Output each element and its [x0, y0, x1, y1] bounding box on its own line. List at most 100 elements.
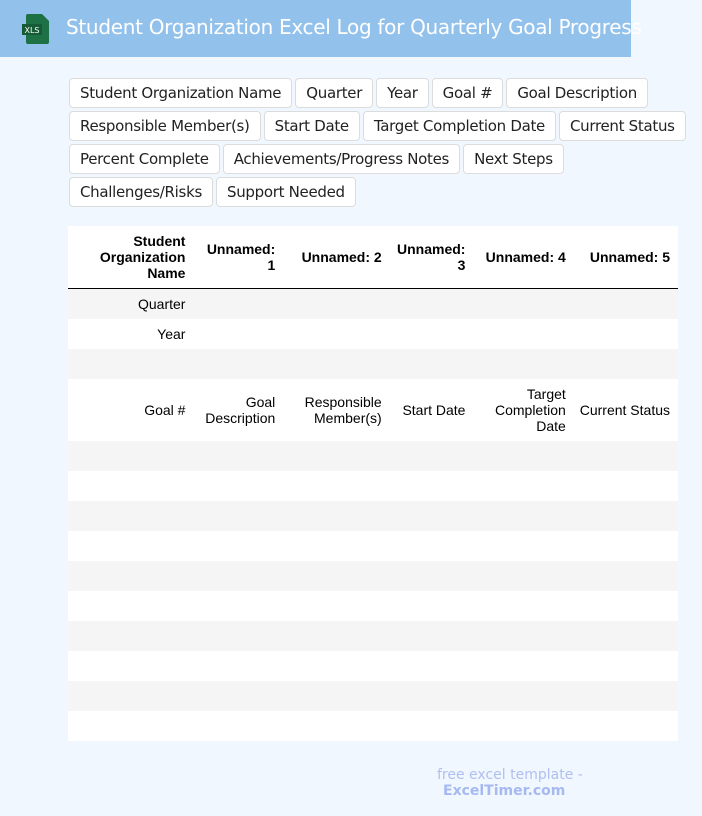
- table-cell: [193, 471, 283, 501]
- table-cell: [283, 319, 389, 349]
- table-row: 9: [68, 591, 678, 621]
- svg-text:XLS: XLS: [24, 26, 39, 35]
- column-tag[interactable]: Goal #: [431, 78, 504, 108]
- table-cell: [283, 501, 389, 531]
- table-cell: [574, 681, 678, 711]
- table-cell: [473, 501, 573, 531]
- table-cell: [574, 621, 678, 651]
- table-row: 4: [68, 441, 678, 471]
- column-tag[interactable]: Percent Complete: [69, 144, 220, 174]
- table-cell: [473, 531, 573, 561]
- column-tag[interactable]: Current Status: [558, 111, 686, 141]
- table-cell: [283, 561, 389, 591]
- table-cell: [283, 591, 389, 621]
- column-header: Unnamed: 1: [193, 226, 284, 289]
- data-table: Student Organization Name Unnamed: 1 Unnam…: [68, 226, 678, 741]
- table-cell: [193, 591, 283, 621]
- table-cell: [390, 591, 474, 621]
- table-cell: [193, 349, 283, 379]
- table-cell: [283, 471, 389, 501]
- table-row: 13: [68, 711, 678, 741]
- table-cell: Quarter: [137, 296, 186, 312]
- table-cell: [390, 501, 474, 531]
- column-tag[interactable]: Target Completion Date: [362, 111, 556, 141]
- table-cell: Target Completion Date: [494, 386, 566, 434]
- table-cell: [473, 711, 573, 741]
- table-cell: [574, 289, 678, 320]
- table-cell: [283, 289, 389, 320]
- table-cell: [193, 561, 283, 591]
- table-cell: [574, 349, 678, 379]
- column-tag[interactable]: Next Steps: [463, 144, 564, 174]
- table-cell: [69, 441, 194, 471]
- footer-credit: free excel template -ExcelTimer.com: [437, 767, 702, 799]
- column-tag[interactable]: Achievements/Progress Notes: [222, 144, 461, 174]
- table-cell: [283, 621, 389, 651]
- table-cell: [390, 471, 474, 501]
- data-table-container[interactable]: Student Organization Name Unnamed: 1 Unnam…: [68, 226, 678, 741]
- table-cell: [69, 621, 194, 651]
- table-cell: [473, 319, 573, 349]
- table-cell: [69, 591, 194, 621]
- column-header: Student Organization Name: [68, 226, 194, 289]
- table-cell: [390, 289, 474, 320]
- column-header: Unnamed: 4: [473, 226, 574, 289]
- table-row: 0Quarter: [68, 288, 678, 320]
- table-cell: [69, 651, 194, 681]
- column-tag[interactable]: Year: [376, 78, 429, 108]
- column-header: Unnamed: 3: [389, 226, 474, 289]
- table-row: 2: [68, 349, 678, 379]
- table-row: 12: [68, 681, 678, 711]
- table-cell: [193, 531, 283, 561]
- table-cell: [69, 471, 194, 501]
- footer-text: free excel template -: [437, 767, 583, 783]
- table-cell: [390, 621, 474, 651]
- table-cell: [69, 681, 194, 711]
- table-cell: [193, 289, 283, 320]
- table-cell: [574, 651, 678, 681]
- column-tag[interactable]: Student Organization Name: [69, 78, 293, 108]
- table-cell: [283, 681, 389, 711]
- column-tag[interactable]: Support Needed: [215, 177, 356, 207]
- table-cell: [69, 349, 194, 379]
- column-tag[interactable]: Goal Description: [506, 78, 648, 108]
- table-cell: [390, 681, 474, 711]
- column-tag[interactable]: Responsible Member(s): [69, 111, 261, 141]
- header-banner: XLS Student Organization Excel Log for Q…: [0, 0, 642, 57]
- table-cell: [574, 531, 678, 561]
- table-cell: [473, 681, 573, 711]
- table-cell: [69, 561, 194, 591]
- table-cell: [283, 349, 389, 379]
- column-tag[interactable]: Start Date: [263, 111, 360, 141]
- column-tag[interactable]: Quarter: [295, 78, 374, 108]
- table-row: 5: [68, 471, 678, 501]
- table-cell: [574, 561, 678, 591]
- table-cell: [390, 561, 474, 591]
- table-cell: [473, 591, 573, 621]
- xls-file-icon: XLS: [22, 14, 49, 44]
- table-cell: [574, 591, 678, 621]
- table-cell: [283, 651, 389, 681]
- table-row: 7: [68, 531, 678, 561]
- table-cell: [193, 441, 283, 471]
- footer-brand-link[interactable]: ExcelTimer.com: [443, 783, 566, 799]
- table-cell: [473, 561, 573, 591]
- table-cell: [390, 319, 474, 349]
- table-cell: [193, 681, 283, 711]
- column-tag[interactable]: Challenges/Risks: [69, 177, 213, 207]
- table-row: 8: [68, 561, 678, 591]
- column-header: Unnamed: 2: [283, 226, 390, 289]
- table-row: 10: [68, 621, 678, 651]
- table-cell: [574, 319, 678, 349]
- table-row: 1Year: [68, 319, 678, 349]
- table-header-row: Student Organization Name Unnamed: 1 Unnam…: [68, 226, 678, 289]
- table-cell: Goal #: [144, 402, 186, 418]
- table-cell: [283, 441, 389, 471]
- table-cell: [390, 651, 474, 681]
- page-title: Student Organization Excel Log for Quart…: [66, 15, 642, 39]
- table-cell: [473, 651, 573, 681]
- table-cell: [473, 289, 573, 320]
- table-row: 11: [68, 651, 678, 681]
- table-cell: [574, 501, 678, 531]
